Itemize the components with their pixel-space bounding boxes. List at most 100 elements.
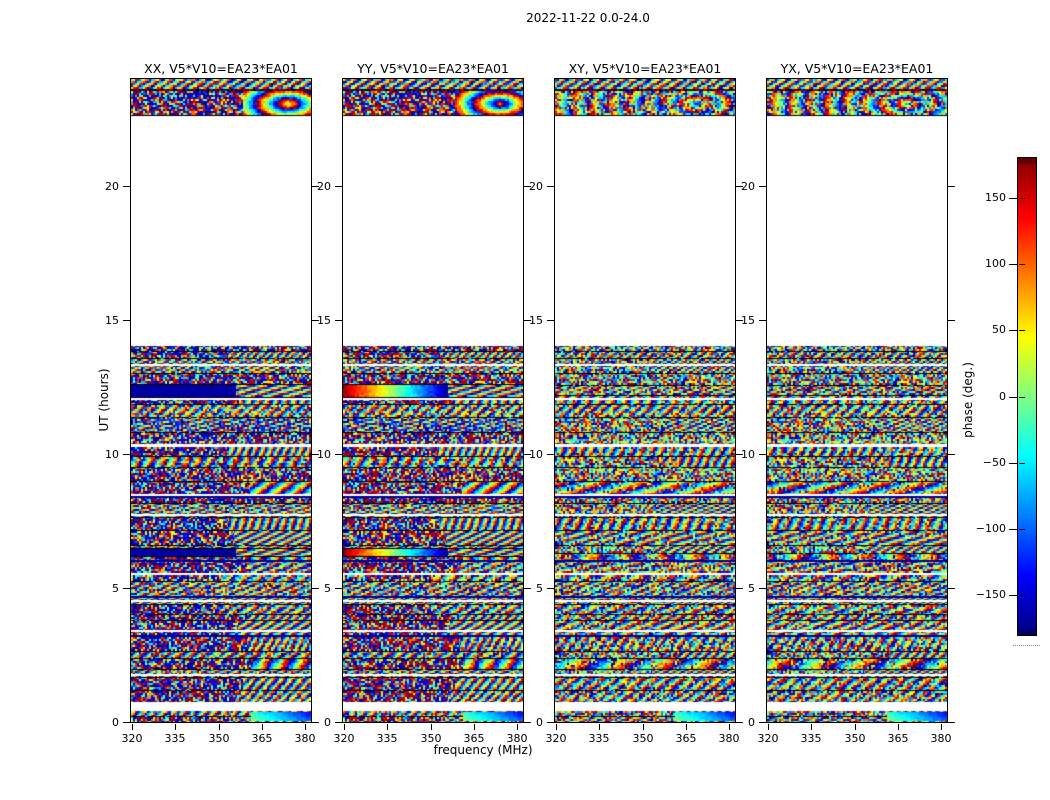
- y-tick: [335, 186, 342, 187]
- phase-heatmap-canvas-xy: [555, 79, 735, 722]
- colorbar-tick: [1019, 198, 1025, 199]
- x-tick-label: 365: [463, 732, 485, 745]
- y-tick: [335, 588, 342, 589]
- y-tick-label: 5: [324, 582, 331, 595]
- colorbar-tick-label: 50: [992, 323, 1006, 336]
- y-tick: [123, 588, 130, 589]
- y-tick-label: 10: [529, 448, 543, 461]
- y-tick: [524, 588, 531, 589]
- x-tick-label: 320: [333, 732, 355, 745]
- x-tick: [643, 724, 644, 730]
- y-tick: [123, 320, 130, 321]
- x-tick-label: 320: [757, 732, 779, 745]
- colorbar-tick-label: 0: [999, 390, 1006, 403]
- x-tick: [344, 724, 345, 730]
- colorbar-tick: [1009, 264, 1017, 265]
- y-tick: [759, 320, 766, 321]
- x-tick: [262, 724, 263, 730]
- y-tick-label: 0: [536, 716, 543, 729]
- x-tick-label: 350: [844, 732, 866, 745]
- y-tick-label: 15: [317, 314, 331, 327]
- y-tick: [547, 186, 554, 187]
- y-tick: [547, 454, 554, 455]
- x-tick: [517, 724, 518, 730]
- colorbar-tick: [1019, 264, 1025, 265]
- y-tick: [312, 454, 319, 455]
- colorbar-tick: [1009, 330, 1017, 331]
- y-tick: [736, 588, 743, 589]
- y-tick: [948, 588, 955, 589]
- x-tick: [132, 724, 133, 730]
- colorbar-canvas: [1018, 158, 1036, 635]
- colorbar-tick: [1019, 397, 1025, 398]
- colorbar-tick: [1009, 198, 1017, 199]
- y-tick: [524, 320, 531, 321]
- panel-axes-xx: [130, 78, 312, 723]
- colorbar-tick: [1019, 330, 1025, 331]
- y-tick-label: 5: [748, 582, 755, 595]
- colorbar-tick-label: −150: [975, 588, 1006, 601]
- colorbar-tick: [1019, 595, 1025, 596]
- y-tick: [123, 454, 130, 455]
- colorbar-tick-label: −100: [975, 522, 1006, 535]
- x-tick: [898, 724, 899, 730]
- y-tick: [524, 454, 531, 455]
- y-tick-label: 15: [741, 314, 755, 327]
- y-tick: [335, 454, 342, 455]
- colorbar-tick-label: 150: [985, 191, 1006, 204]
- x-tick: [556, 724, 557, 730]
- y-tick-label: 20: [529, 180, 543, 193]
- phase-heatmap-canvas-yx: [767, 79, 947, 722]
- y-axis-label: UT (hours): [97, 368, 111, 432]
- x-tick-label: 365: [251, 732, 273, 745]
- y-tick-label: 0: [748, 716, 755, 729]
- y-tick: [524, 722, 531, 723]
- x-tick-label: 335: [800, 732, 822, 745]
- x-tick: [811, 724, 812, 730]
- x-tick: [729, 724, 730, 730]
- y-tick: [759, 186, 766, 187]
- y-tick: [948, 454, 955, 455]
- colorbar-tick: [1009, 529, 1017, 530]
- colorbar: [1017, 157, 1037, 636]
- x-tick-label: 380: [930, 732, 952, 745]
- panel-axes-xy: [554, 78, 736, 723]
- figure-title: 2022-11-22 0.0-24.0: [526, 11, 650, 25]
- panel-title-yy: YY, V5*V10=EA23*EA01: [357, 61, 509, 76]
- y-tick: [759, 454, 766, 455]
- colorbar-tick-label: 100: [985, 257, 1006, 270]
- x-tick: [686, 724, 687, 730]
- y-tick: [312, 320, 319, 321]
- y-tick: [948, 320, 955, 321]
- y-tick: [335, 722, 342, 723]
- y-tick: [948, 722, 955, 723]
- colorbar-tick: [1019, 463, 1025, 464]
- y-tick: [123, 186, 130, 187]
- y-tick: [736, 320, 743, 321]
- y-tick: [736, 454, 743, 455]
- x-tick-label: 335: [164, 732, 186, 745]
- x-tick: [941, 724, 942, 730]
- y-tick-label: 0: [324, 716, 331, 729]
- x-tick: [768, 724, 769, 730]
- phase-heatmap-canvas-xx: [131, 79, 311, 722]
- y-tick: [948, 186, 955, 187]
- x-tick: [474, 724, 475, 730]
- y-tick: [547, 320, 554, 321]
- phase-heatmap-canvas-yy: [343, 79, 523, 722]
- x-tick: [599, 724, 600, 730]
- y-tick: [547, 722, 554, 723]
- x-tick-label: 320: [121, 732, 143, 745]
- y-tick-label: 20: [741, 180, 755, 193]
- colorbar-tick: [1009, 397, 1017, 398]
- x-tick-label: 350: [632, 732, 654, 745]
- panel-title-yx: YX, V5*V10=EA23*EA01: [780, 61, 934, 76]
- y-tick-label: 15: [529, 314, 543, 327]
- y-tick: [312, 588, 319, 589]
- colorbar-tick: [1009, 463, 1017, 464]
- y-tick-label: 5: [536, 582, 543, 595]
- x-tick-label: 380: [506, 732, 528, 745]
- y-tick: [335, 320, 342, 321]
- colorbar-tick: [1009, 595, 1017, 596]
